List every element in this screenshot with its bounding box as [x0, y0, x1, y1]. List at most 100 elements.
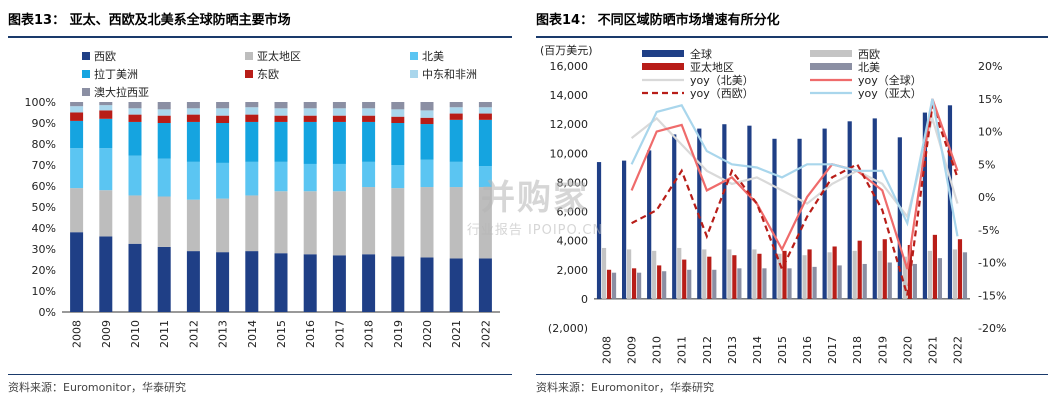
x-tick-label: 2015: [776, 336, 789, 364]
y-tick-label: 90%: [32, 117, 56, 130]
x-tick-label: 2009: [100, 320, 113, 348]
y-tick-label: 14,000: [550, 89, 589, 102]
bar: [927, 250, 932, 299]
bar: [677, 247, 682, 299]
bar-segment: [332, 255, 346, 312]
bar-segment: [332, 102, 346, 109]
x-tick-label: 2022: [951, 336, 964, 364]
bar-segment: [70, 232, 84, 312]
legend-swatch-2: [410, 52, 418, 60]
bar-segment: [216, 115, 230, 123]
bar-segment: [157, 246, 171, 312]
bar-segment: [186, 121, 200, 162]
x-tick-label: 2014: [246, 320, 259, 348]
bar-segment: [157, 109, 171, 116]
bar: [772, 138, 777, 299]
bar-segment: [449, 113, 463, 120]
bar: [606, 269, 612, 299]
legend-label-3: 北美: [858, 61, 880, 74]
bar: [807, 249, 812, 299]
bar: [877, 250, 882, 299]
bar: [702, 249, 707, 299]
y-tick-label: 40%: [32, 222, 56, 235]
bar-segment: [245, 251, 259, 312]
y-tick-label: 10,000: [550, 147, 589, 160]
right-figure: 图表14： 不同区域防晒市场增速有所分化 (百万美元) (2,000) 0 2,000…: [528, 0, 1056, 406]
y-tick-label: 12,000: [550, 118, 589, 131]
bar-segment: [216, 123, 230, 163]
bar-segment: [420, 187, 434, 258]
bar: [657, 265, 662, 299]
bar: [662, 271, 667, 299]
bar-segment: [362, 115, 376, 122]
bar: [802, 255, 807, 299]
legend-swatch-0: [82, 52, 90, 60]
bar-segment: [478, 102, 492, 108]
bar: [922, 112, 927, 299]
x-tick-label: 2012: [701, 336, 714, 364]
x-tick-label: 2013: [217, 320, 230, 348]
legend-swatch-0: [642, 50, 684, 57]
yoy-line-1: [630, 98, 959, 270]
legend-label-3: 拉丁美洲: [94, 67, 138, 81]
y-tick-label: 0%: [39, 306, 56, 319]
yoy-line-3: [630, 98, 959, 237]
bar: [652, 250, 657, 299]
bar: [632, 268, 637, 299]
bar: [611, 272, 617, 299]
legend-label-2: 亚太地区: [690, 61, 734, 74]
left-figure: 图表13： 亚太、西欧及北美系全球防晒主要市场 西欧 亚太地区 北美 拉丁美洲 东欧 中东…: [0, 0, 520, 406]
bar: [727, 249, 732, 299]
bar-segment: [216, 102, 230, 109]
bar-segment: [391, 165, 405, 189]
x-tick-label: 2015: [275, 320, 288, 348]
legend-swatch-6: [82, 88, 90, 96]
bar: [887, 262, 892, 299]
legend-swatch-4: [245, 70, 253, 78]
legend-label-0: 西欧: [94, 50, 116, 63]
x-tick-label: 2019: [876, 336, 889, 364]
bar-segment: [70, 112, 84, 121]
bar: [902, 256, 907, 299]
bar-segment: [186, 108, 200, 115]
bar-segment: [186, 161, 200, 200]
y-tick-label: 2,000: [557, 264, 589, 277]
bar-segment: [449, 107, 463, 114]
bar-segment: [186, 251, 200, 312]
bar-segment: [420, 124, 434, 160]
bar-segment: [99, 190, 113, 237]
legend-swatch-3: [82, 70, 90, 78]
bar-segment: [99, 118, 113, 149]
bar: [857, 240, 862, 299]
right-figure-title: 图表14： 不同区域防晒市场增速有所分化: [536, 6, 1048, 38]
bar: [627, 249, 632, 299]
bar-segment: [478, 187, 492, 259]
bar: [832, 246, 837, 299]
bar-segment: [245, 102, 259, 108]
bar: [752, 249, 757, 299]
y-tick-label: (2,000): [548, 322, 588, 335]
y-tick-label: 6,000: [557, 206, 589, 219]
bar-segment: [420, 257, 434, 312]
bar: [812, 266, 817, 299]
x-tick-label: 2012: [187, 320, 200, 348]
legend-label-0: 全球: [690, 47, 712, 61]
bar-segment: [245, 107, 259, 115]
legend-label-6: yoy（西欧）: [690, 87, 754, 100]
bar-segment: [274, 191, 288, 254]
y-tick-label: 30%: [32, 243, 56, 256]
bar-segment: [303, 102, 317, 109]
y-tick-label: 70%: [32, 159, 56, 172]
bar-segment: [362, 187, 376, 255]
bar: [947, 105, 953, 299]
bar-segment: [186, 114, 200, 122]
x-tick-label: 2021: [926, 336, 939, 364]
x-tick-label: 2008: [601, 336, 614, 364]
bar: [882, 239, 887, 299]
bar: [712, 269, 717, 299]
bar: [672, 134, 677, 299]
bar-segment: [157, 115, 171, 123]
bar-segment: [449, 258, 463, 312]
bar: [937, 258, 942, 299]
